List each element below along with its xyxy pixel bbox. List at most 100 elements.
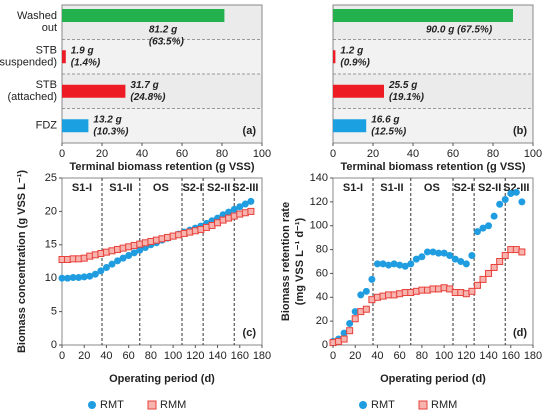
point (485, 269, 493, 277)
row-band (333, 108, 533, 143)
y-tick-label: 5 (51, 306, 57, 318)
x-tick-label: 40 (100, 350, 112, 362)
category-label: STB (36, 79, 57, 91)
point (102, 264, 110, 272)
x-axis-label: Operating period (d) (109, 373, 215, 385)
x-tick-label: 100 (253, 148, 271, 160)
point (396, 261, 404, 269)
point (473, 228, 481, 236)
y-tick-label: 20 (45, 205, 57, 217)
point (468, 252, 476, 260)
x-tick-label: 60 (176, 148, 188, 160)
panel-label: (a) (243, 125, 257, 137)
point (418, 253, 426, 261)
x-tick-label: 20 (367, 148, 379, 160)
point (247, 207, 255, 215)
value-label: 31.7 g (130, 80, 158, 91)
x-tick-label: 100 (164, 350, 182, 362)
point (473, 281, 481, 289)
bar (62, 9, 225, 22)
value-label: (19.1%) (389, 92, 425, 103)
point (429, 248, 437, 256)
point (340, 335, 348, 343)
point (518, 198, 526, 206)
point (440, 249, 448, 257)
y-axis-label: Biomass concentration (g VSS L⁻¹) (16, 170, 28, 353)
x-tick-label: 140 (479, 350, 497, 362)
legend-marker (88, 401, 96, 409)
value-label: 90.0 g (67.5%) (426, 25, 493, 36)
y-tick-label: 120 (310, 196, 328, 208)
point (490, 212, 498, 220)
point (496, 200, 504, 208)
point (496, 258, 504, 265)
bar (62, 119, 89, 133)
plot-frame (61, 177, 263, 346)
point (368, 275, 376, 283)
y-tick-label: 0 (51, 339, 57, 351)
point (362, 305, 370, 313)
x-tick-label: 140 (208, 350, 226, 362)
x-tick-label: 120 (186, 350, 204, 362)
phase-label: S1-I (72, 182, 92, 194)
point (64, 274, 72, 282)
x-tick-label: 60 (394, 350, 406, 362)
point (507, 190, 515, 198)
value-label: 16.6 g (371, 114, 399, 125)
x-tick-label: 0 (330, 350, 336, 362)
x-tick-label: 0 (59, 350, 65, 362)
phase-label: S2-I (182, 182, 202, 194)
point (86, 272, 94, 280)
point (446, 285, 454, 293)
x-tick-label: 0 (330, 148, 336, 160)
point (468, 287, 476, 295)
point (490, 263, 498, 271)
y-tick-label: 60 (316, 267, 328, 279)
point (501, 195, 509, 203)
point (457, 258, 465, 265)
point (451, 255, 459, 263)
point (130, 249, 138, 257)
value-label: (10.3%) (93, 126, 129, 137)
point (407, 260, 415, 268)
legend-label: RMM (431, 399, 457, 411)
phase-label: S2-I (453, 182, 473, 194)
point (241, 200, 249, 208)
point (362, 287, 370, 295)
point (462, 260, 470, 268)
value-label: (12.5%) (371, 126, 407, 137)
point (401, 262, 409, 270)
value-label: 13.2 g (93, 114, 121, 125)
value-label: (63.5%) (149, 37, 185, 48)
point (108, 260, 116, 268)
bar (333, 50, 336, 64)
y-tick-label: 100 (310, 220, 328, 232)
x-axis-label: Terminal biomass retention (g VSS) (341, 161, 526, 173)
value-label: 25.5 g (388, 80, 417, 91)
point (446, 252, 454, 260)
x-tick-label: 80 (487, 148, 499, 160)
point (219, 211, 227, 219)
category-label: (attached) (7, 91, 57, 103)
y-tick-label: 10 (45, 272, 57, 284)
point (119, 254, 127, 262)
value-label: (0.9%) (340, 57, 370, 68)
point (501, 252, 509, 260)
x-tick-label: 80 (416, 350, 428, 362)
legend-marker (418, 400, 428, 410)
row-band (333, 39, 533, 74)
point (435, 249, 443, 257)
point (385, 261, 393, 269)
legend-marker (359, 401, 367, 409)
y-tick-label: 40 (316, 291, 328, 303)
category-label: (suspended) (0, 57, 57, 69)
x-tick-label: 160 (231, 350, 249, 362)
point (373, 260, 381, 268)
y-tick-label: 0 (322, 339, 328, 351)
point (58, 274, 66, 282)
point (379, 260, 387, 268)
bar (333, 119, 367, 133)
x-tick-label: 0 (59, 148, 65, 160)
category-label: Washed (17, 10, 57, 22)
point (346, 320, 354, 328)
